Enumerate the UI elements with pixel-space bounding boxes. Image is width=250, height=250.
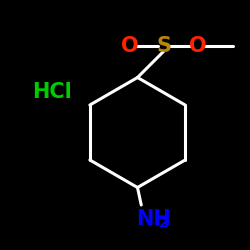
Text: S: S [156, 36, 171, 56]
Text: 2: 2 [159, 216, 169, 230]
Text: HCl: HCl [32, 82, 72, 102]
Text: NH: NH [136, 209, 171, 229]
Text: O: O [121, 36, 139, 56]
Text: O: O [189, 36, 206, 56]
